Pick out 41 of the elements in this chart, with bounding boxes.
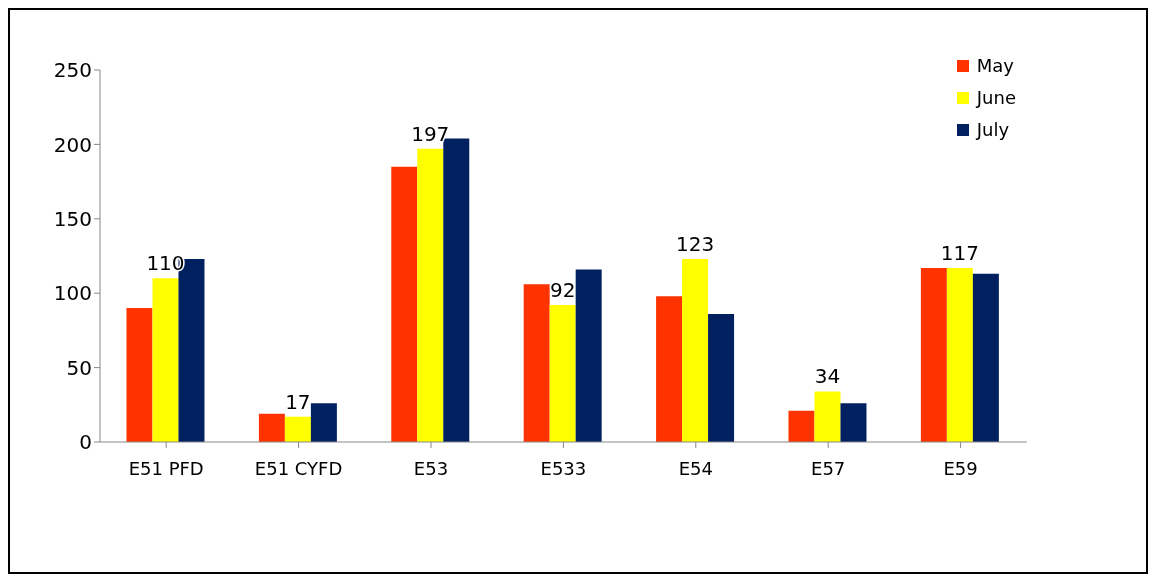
bar [656, 296, 683, 442]
x-tick-label: E53 [413, 457, 449, 479]
bar [946, 267, 973, 442]
y-tick-label: 250 [53, 58, 92, 83]
bar [920, 267, 947, 442]
bar [258, 413, 285, 442]
y-tick-label: 150 [53, 206, 92, 231]
data-label: 117 [940, 240, 979, 265]
data-label: 17 [285, 389, 311, 414]
bar [708, 314, 735, 442]
x-tick-label: E54 [678, 457, 713, 479]
bar [788, 410, 815, 442]
y-tick-label: 200 [53, 132, 92, 157]
bar [284, 416, 311, 442]
legend-label: July [976, 118, 1010, 142]
y-tick-label: 100 [53, 281, 92, 306]
x-tick-label: E57 [811, 457, 846, 479]
bar [391, 166, 418, 442]
bar [126, 308, 153, 442]
data-label: 92 [549, 278, 576, 303]
bar [682, 258, 709, 442]
bar [152, 278, 179, 442]
x-tick-label: E59 [943, 457, 978, 479]
y-tick-label: 0 [79, 430, 92, 455]
legend-label: June [976, 86, 1016, 110]
bar [549, 305, 576, 442]
bar [972, 273, 999, 442]
x-tick-label: E51 CYFD [254, 457, 343, 479]
data-label: 34 [814, 364, 841, 389]
bar [417, 148, 444, 442]
bar [575, 269, 602, 442]
bar [840, 403, 867, 442]
bar [523, 284, 550, 442]
x-tick-label: E51 PFD [128, 457, 204, 479]
legend-label: May [976, 54, 1015, 78]
bar [814, 391, 841, 442]
x-tick-label: E533 [540, 457, 587, 479]
y-tick-label: 50 [66, 355, 92, 380]
data-label: 123 [675, 231, 715, 256]
bar [310, 403, 337, 442]
data-label: 197 [411, 121, 450, 146]
